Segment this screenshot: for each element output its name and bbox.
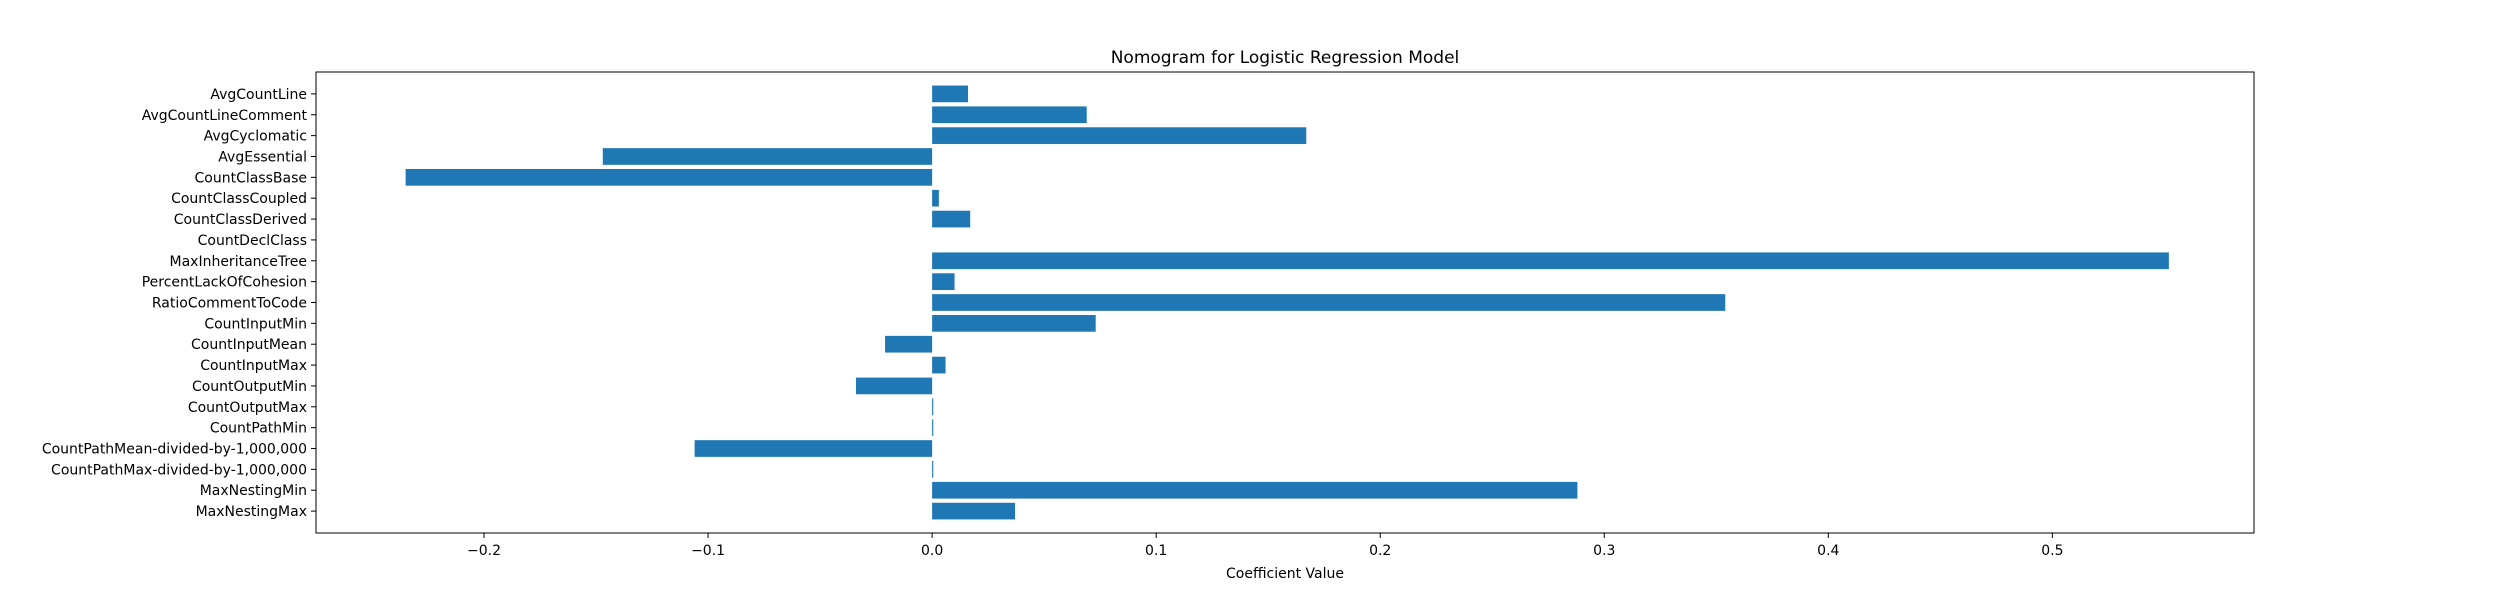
- x-tick-label: 0.0: [921, 543, 943, 559]
- x-tick-label: 0.1: [1145, 543, 1167, 559]
- y-tick-label: CountPathMean-divided-by-1,000,000: [42, 442, 307, 458]
- bar-countinputmean: [885, 335, 933, 353]
- bar-avgessential: [602, 148, 933, 165]
- y-tick-label: CountInputMin: [204, 316, 307, 332]
- x-tick-label: −0.1: [691, 543, 725, 559]
- bar-countpathmax-divided-by-1-000-000: [932, 461, 934, 478]
- bar-countpathmin: [932, 419, 934, 437]
- plot-frame: [315, 71, 2255, 534]
- bar-avgcountlinecomment: [932, 106, 1087, 124]
- y-tick-label: CountPathMin: [210, 421, 307, 437]
- y-tick-label: MaxNestingMax: [196, 504, 307, 520]
- y-tick-label: CountPathMax-divided-by-1,000,000: [51, 462, 307, 478]
- bar-maxnestingmin: [932, 481, 1578, 499]
- bar-percentlackofcohesion: [932, 273, 955, 290]
- y-tick-label: RatioCommentToCode: [152, 296, 307, 312]
- bar-ratiocommenttocode: [932, 294, 1726, 311]
- y-tick-label: AvgCountLine: [210, 87, 307, 103]
- y-tick-label: MaxNestingMin: [200, 483, 307, 499]
- x-tick-label: 0.3: [1593, 543, 1615, 559]
- y-tick-label: MaxInheritanceTree: [170, 254, 308, 270]
- bar-avgcountline: [932, 85, 968, 103]
- bar-countinputmin: [932, 315, 1096, 332]
- x-tick-label: 0.5: [2041, 543, 2063, 559]
- y-tick-label: AvgCountLineComment: [142, 108, 308, 124]
- bar-countclassbase: [405, 168, 933, 186]
- y-tick-label: PercentLackOfCohesion: [142, 275, 307, 291]
- y-tick-label: CountOutputMax: [188, 400, 307, 416]
- bar-countpathmean-divided-by-1-000-000: [694, 440, 933, 457]
- y-tick-label: CountDeclClass: [198, 233, 307, 249]
- bar-countoutputmax: [932, 398, 934, 416]
- bar-avgcyclomatic: [932, 127, 1307, 144]
- y-tick-label: AvgCyclomatic: [204, 129, 307, 145]
- y-tick-label: CountOutputMin: [192, 379, 307, 395]
- x-tick-label: 0.2: [1369, 543, 1391, 559]
- chart-title: Nomogram for Logistic Regression Model: [1111, 48, 1460, 68]
- x-tick-label: 0.4: [1817, 543, 1839, 559]
- bars-group: [405, 85, 2169, 520]
- x-axis-title: Coefficient Value: [1226, 566, 1344, 582]
- bar-countoutputmin: [855, 377, 933, 395]
- bar-countclassderived: [932, 210, 971, 228]
- y-tick-label: CountInputMean: [191, 337, 307, 353]
- bar-countclasscoupled: [932, 189, 939, 207]
- y-tick-label: CountClassBase: [195, 170, 308, 186]
- y-tick-label: CountClassDerived: [174, 212, 307, 228]
- bar-countinputmax: [932, 356, 946, 374]
- x-tick-label: −0.2: [467, 543, 501, 559]
- y-tick-label: AvgEssential: [218, 149, 307, 165]
- x-axis: −0.2 −0.1 0.0 0.1 0.2 0.3 0.4 0.5: [467, 533, 2063, 559]
- y-tick-label: CountInputMax: [200, 358, 307, 374]
- y-tick-label: CountClassCoupled: [171, 191, 307, 207]
- bar-maxnestingmax: [932, 502, 1016, 520]
- y-axis: AvgCountLine AvgCountLineComment AvgCyclom…: [42, 87, 316, 520]
- bar-maxinheritancetree: [932, 252, 2169, 270]
